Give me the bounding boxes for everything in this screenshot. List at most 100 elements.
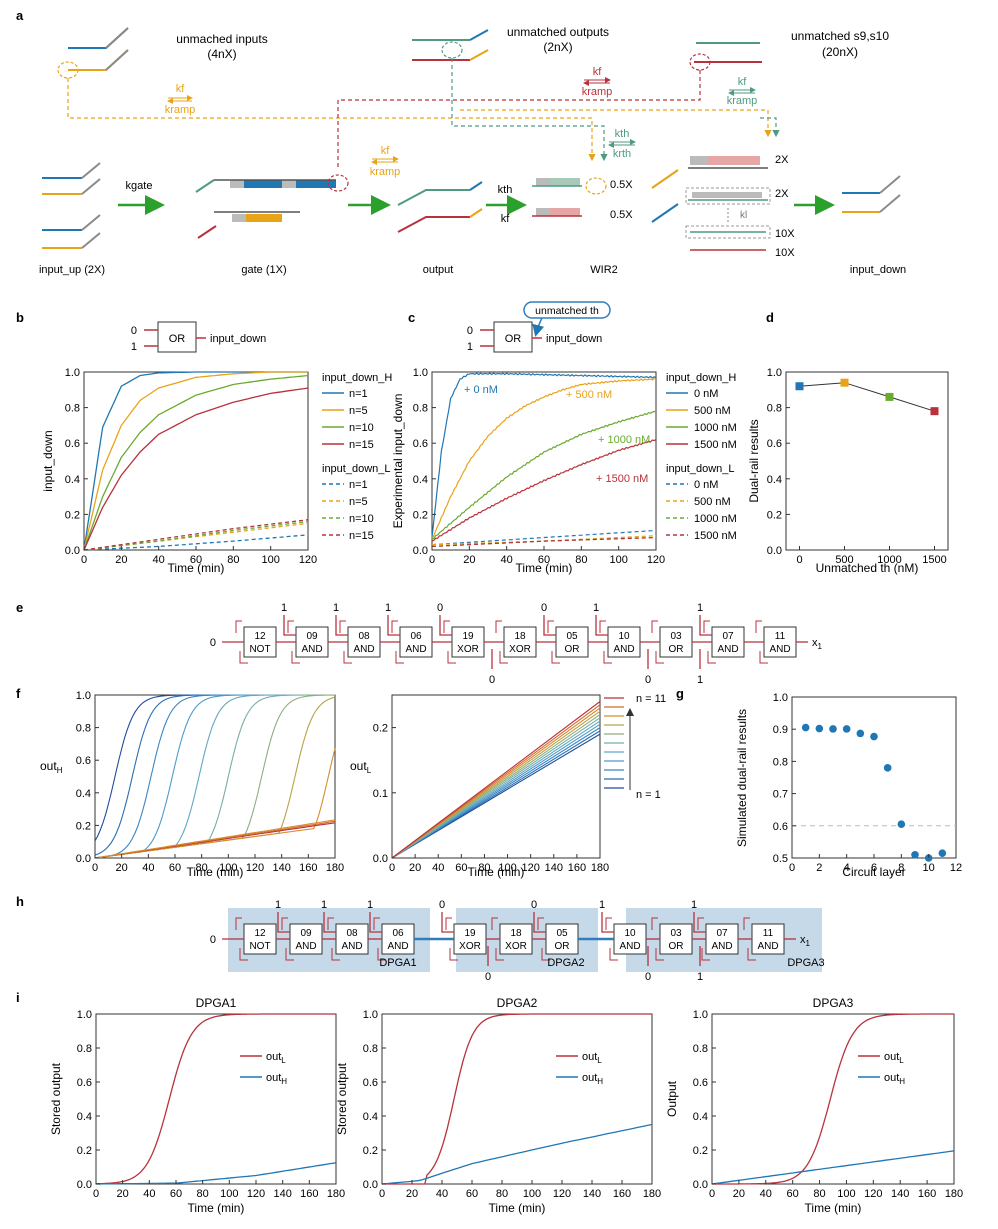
outL-curve	[95, 1013, 336, 1185]
top-input-wire	[601, 912, 614, 933]
rail-trace	[449, 948, 458, 961]
panel-f-left-ytick-label: 0.6	[76, 755, 91, 767]
panel-i-xtick-label: 180	[327, 1188, 345, 1200]
panel-g-ticks: 0 2 4 6 8 10 12 0.5 0.6 0.7 0.8 0.9 1.0	[773, 692, 962, 874]
panel-i-ylabel: Output	[665, 1080, 679, 1117]
panel-g-point	[801, 723, 810, 732]
panel-c-legend: input_down_H 0 nM 500 nM 1000 nM 1500 nM in…	[666, 372, 737, 542]
top-input-label: 1	[321, 899, 327, 911]
panel-g-ylabel: Simulated dual-rail results	[735, 709, 749, 847]
rail-trace	[551, 651, 560, 664]
panel-g-xtick-label: 2	[816, 862, 822, 874]
panel-g-plot-frame	[791, 696, 957, 859]
rail-trace	[747, 948, 756, 961]
output-sub: 1	[806, 939, 811, 948]
panel-c-gate-diagram	[480, 301, 611, 353]
panel-i-xtick-label: 0	[93, 1188, 99, 1200]
top-input-label: 1	[333, 602, 339, 614]
series-0 nM-L	[431, 529, 657, 546]
circuit-output-label: x1	[812, 637, 823, 651]
panel-g-xtick-label: 0	[789, 862, 795, 874]
panel-f-left-ylabel: outH	[40, 759, 63, 775]
rail-trace	[239, 651, 248, 664]
rail-trace	[391, 620, 398, 633]
panel-i-xtick-label: 80	[813, 1188, 825, 1200]
panel-b-ytick-label: 0.2	[65, 509, 80, 521]
rail-trace	[235, 917, 242, 930]
rail-trace	[285, 948, 294, 961]
rail-trace	[491, 917, 498, 930]
gate-box	[451, 626, 485, 658]
unmatched-outputs-conc: (2nX)	[543, 40, 572, 54]
panel-i-plot-1: DPGA1 0 20 40 60 80 100 120 140 160 180 0.0 0.2 0.4 0.…	[49, 996, 345, 1215]
panel-i-ytick-label: 0.8	[363, 1043, 378, 1055]
panel-f-right-xtick-label: 140	[545, 862, 563, 874]
gate-type: AND	[295, 941, 316, 952]
panel-i-xtick-label: 20	[406, 1188, 418, 1200]
circuit-input-label: 0	[210, 934, 216, 946]
unmatched-s9-s10-label: unmatched s9,s10	[791, 29, 889, 43]
rail-trace	[609, 948, 618, 961]
legend-sub: L	[597, 1056, 602, 1065]
kf-label-2: kf	[593, 66, 603, 78]
panel-b-xtick-label: 60	[190, 554, 202, 566]
legend-text-l: 1500 nM	[694, 530, 737, 542]
top-input-label: 1	[593, 602, 599, 614]
panel-c-xtick-label: 60	[538, 554, 550, 566]
gate-number: 07	[716, 928, 728, 939]
panel-c-ytick-label: 1.0	[413, 367, 428, 379]
gate-type: XOR	[505, 941, 527, 952]
kl-label: kl	[740, 210, 747, 221]
top-input-label: 1	[385, 602, 391, 614]
panel-b-xtick-label: 120	[299, 554, 317, 566]
panel-d-plot-area	[795, 378, 939, 416]
panel-g: g 0 2 4 6 8 10 12 0.5 0.6 0.7 0.8 0.9 1.0 Circuit la…	[676, 686, 962, 879]
panel-c-in1: 1	[467, 341, 473, 353]
dpga1-label: DPGA1	[379, 957, 416, 969]
panel-a-label: a	[16, 8, 24, 23]
panel-i-ylabel: Stored output	[335, 1062, 349, 1135]
gate-type: AND	[619, 941, 640, 952]
panel-i: i DPGA1 0 20 40 60 80 100 120 140 160 180 0.0 0.2 0.4…	[16, 990, 963, 1215]
outH-curve	[381, 1123, 653, 1185]
bottom-input-label: 0	[645, 674, 651, 686]
panel-i-xtick-label: 120	[247, 1188, 265, 1200]
gate-type: AND	[717, 644, 738, 655]
series-0 nM-H	[431, 372, 657, 538]
bottom-input-label: 1	[697, 674, 703, 686]
input-up-strands	[42, 162, 101, 249]
panel-c-ytick-label: 0.0	[413, 545, 428, 557]
bottom-input-label: 0	[485, 971, 491, 983]
panel-h-label: h	[16, 894, 24, 909]
output-label: output	[423, 264, 454, 276]
panel-g-ytick-label: 0.5	[773, 853, 788, 865]
unmatched-s9-s10-conc: (20nX)	[822, 45, 858, 59]
panel-b-xtick-label: 20	[115, 554, 127, 566]
legend-text-l: n=10	[349, 513, 374, 525]
top-input-wire	[369, 912, 382, 933]
panel-b-ticks: 0 20 40 60 80 100 120 0.0 0.2 0.4 0.6 0.8 1.0	[65, 367, 317, 566]
top-input-label: 1	[599, 899, 605, 911]
panel-i-ytick-label: 1.0	[693, 1009, 708, 1021]
panel-f-right-plot	[391, 701, 601, 859]
panel-f-right-xtick-label: 80	[478, 862, 490, 874]
legend-sub: H	[597, 1077, 603, 1086]
legend-text-outL: outL	[884, 1051, 904, 1065]
legend-main: out	[582, 1051, 597, 1063]
legend-text-h: n=1	[349, 388, 368, 400]
top-input-label: 0	[437, 602, 443, 614]
gate-number: 12	[254, 928, 266, 939]
panel-d: d 0 500 1000 1500 0.0 0.2 0.4 0.6 0.8 1.0 Unmatch…	[747, 310, 949, 575]
output-main: x	[812, 637, 818, 649]
panel-d-ytick-label: 0.8	[767, 403, 782, 415]
top-input-label: 1	[367, 899, 373, 911]
panel-i-title: DPGA3	[813, 996, 854, 1010]
panel-c-xtick-label: 20	[463, 554, 475, 566]
panel-g-xtick-label: 6	[871, 862, 877, 874]
panel-b-ylabel: input_down	[41, 430, 55, 491]
legend-sub: L	[899, 1056, 904, 1065]
bottom-input-label: 0	[645, 971, 651, 983]
top-input-wire	[439, 615, 452, 636]
panel-f-left-xtick-label: 180	[326, 862, 344, 874]
rail-trace	[599, 620, 606, 633]
